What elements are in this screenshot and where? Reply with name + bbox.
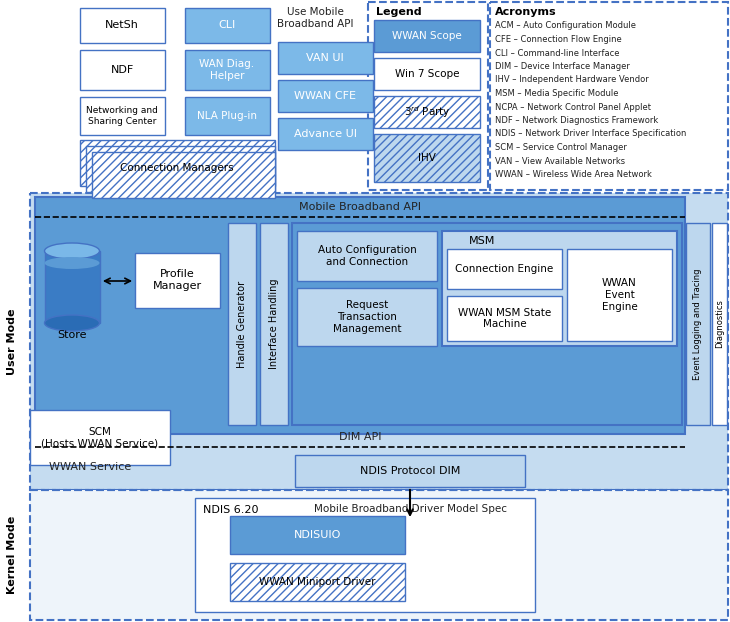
Text: Acronyms: Acronyms bbox=[495, 7, 556, 17]
Text: Auto Configuration
and Connection: Auto Configuration and Connection bbox=[318, 245, 416, 267]
Text: Connection Engine: Connection Engine bbox=[456, 264, 553, 274]
Ellipse shape bbox=[45, 315, 99, 331]
Bar bbox=[295, 455, 525, 487]
Bar bbox=[80, 8, 165, 43]
Text: CLI: CLI bbox=[218, 20, 236, 30]
Bar bbox=[374, 58, 480, 90]
Bar bbox=[374, 20, 480, 52]
Text: Win 7 Scope: Win 7 Scope bbox=[395, 69, 459, 79]
Bar bbox=[80, 140, 275, 186]
Bar bbox=[92, 152, 275, 198]
Bar bbox=[442, 231, 677, 346]
Bar bbox=[278, 42, 373, 74]
Bar bbox=[260, 223, 288, 425]
Bar bbox=[135, 253, 220, 308]
Bar bbox=[447, 296, 562, 341]
Text: ACM – Auto Configuration Module: ACM – Auto Configuration Module bbox=[495, 22, 636, 30]
Text: Event Logging and Tracing: Event Logging and Tracing bbox=[694, 268, 702, 380]
Text: Networking and
Sharing Center: Networking and Sharing Center bbox=[86, 106, 158, 126]
Bar bbox=[185, 8, 270, 43]
Text: IHV: IHV bbox=[418, 153, 436, 163]
Text: MSM: MSM bbox=[469, 236, 495, 246]
Text: NDIS – Network Driver Interface Specification: NDIS – Network Driver Interface Specific… bbox=[495, 129, 686, 139]
Text: Mobile Broadband API: Mobile Broadband API bbox=[299, 202, 421, 212]
Text: Kernel Mode: Kernel Mode bbox=[7, 516, 17, 594]
Bar bbox=[35, 197, 685, 434]
Bar bbox=[185, 50, 270, 90]
Text: User Mode: User Mode bbox=[7, 309, 17, 374]
Text: WWAN – Wireless Wide Area Network: WWAN – Wireless Wide Area Network bbox=[495, 170, 652, 179]
Text: Mobile Broadband Driver Model Spec: Mobile Broadband Driver Model Spec bbox=[313, 503, 507, 514]
Bar bbox=[374, 134, 480, 182]
Ellipse shape bbox=[45, 257, 99, 269]
Text: WWAN Miniport Driver: WWAN Miniport Driver bbox=[259, 577, 376, 587]
Bar bbox=[368, 2, 488, 190]
Bar bbox=[567, 249, 672, 341]
Text: Advance UI: Advance UI bbox=[293, 129, 356, 139]
Bar bbox=[278, 118, 373, 150]
Bar bbox=[230, 516, 405, 554]
Text: Legend: Legend bbox=[376, 7, 422, 17]
Text: SCM
(Hosts WWAN Service): SCM (Hosts WWAN Service) bbox=[42, 427, 158, 448]
Text: WWAN Service: WWAN Service bbox=[49, 462, 131, 472]
Text: NetSh: NetSh bbox=[105, 20, 139, 30]
Text: WWAN Scope: WWAN Scope bbox=[392, 31, 462, 41]
Text: Store: Store bbox=[57, 330, 87, 340]
Text: Interface Handling: Interface Handling bbox=[269, 279, 279, 369]
Bar bbox=[30, 490, 728, 620]
Text: NDISUIO: NDISUIO bbox=[293, 530, 341, 540]
Bar bbox=[30, 410, 170, 465]
Text: NDF: NDF bbox=[110, 65, 134, 75]
Bar bbox=[228, 223, 256, 425]
Text: Connection Managers: Connection Managers bbox=[120, 163, 234, 173]
Text: NDIS Protocol DIM: NDIS Protocol DIM bbox=[360, 466, 460, 476]
Bar bbox=[297, 288, 437, 346]
Text: NDF – Network Diagnostics Framework: NDF – Network Diagnostics Framework bbox=[495, 116, 658, 125]
Text: WAN Diag.
Helper: WAN Diag. Helper bbox=[199, 59, 255, 81]
Ellipse shape bbox=[45, 243, 99, 259]
Text: Request
Transaction
Management: Request Transaction Management bbox=[333, 300, 402, 333]
Text: MSM – Media Specific Module: MSM – Media Specific Module bbox=[495, 89, 618, 98]
Bar bbox=[80, 97, 165, 135]
Text: WWAN MSM State
Machine: WWAN MSM State Machine bbox=[458, 308, 551, 329]
Text: WWAN CFE: WWAN CFE bbox=[294, 91, 356, 101]
Text: NLA Plug-in: NLA Plug-in bbox=[197, 111, 257, 121]
Text: VAN UI: VAN UI bbox=[306, 53, 344, 63]
Text: Use Mobile
Broadband API: Use Mobile Broadband API bbox=[277, 7, 353, 29]
Text: NCPA – Network Control Panel Applet: NCPA – Network Control Panel Applet bbox=[495, 103, 651, 111]
Bar bbox=[195, 498, 535, 612]
Bar bbox=[65, 2, 365, 190]
Bar bbox=[86, 146, 275, 192]
Bar bbox=[374, 96, 480, 128]
Bar bbox=[278, 80, 373, 112]
Text: CFE – Connection Flow Engine: CFE – Connection Flow Engine bbox=[495, 35, 622, 44]
Text: Diagnostics: Diagnostics bbox=[715, 300, 724, 348]
Text: SCM – Service Control Manager: SCM – Service Control Manager bbox=[495, 143, 627, 152]
Text: Profile
Manager: Profile Manager bbox=[153, 269, 201, 291]
Text: VAN – View Available Networks: VAN – View Available Networks bbox=[495, 157, 625, 165]
Bar bbox=[297, 231, 437, 281]
Text: WWAN
Event
Engine: WWAN Event Engine bbox=[602, 279, 637, 312]
Bar bbox=[490, 2, 728, 190]
Text: NDIS 6.20: NDIS 6.20 bbox=[203, 505, 258, 515]
Text: DIM – Device Interface Manager: DIM – Device Interface Manager bbox=[495, 62, 630, 71]
Text: IHV – Independent Hardware Vendor: IHV – Independent Hardware Vendor bbox=[495, 75, 649, 85]
Bar bbox=[292, 223, 682, 425]
Text: DIM API: DIM API bbox=[339, 432, 381, 442]
Bar bbox=[447, 249, 562, 289]
Bar bbox=[686, 223, 710, 425]
Bar bbox=[45, 251, 100, 323]
Text: CLI – Command-line Interface: CLI – Command-line Interface bbox=[495, 49, 620, 57]
Bar bbox=[30, 193, 728, 490]
Text: Handle Generator: Handle Generator bbox=[237, 281, 247, 368]
Bar bbox=[230, 563, 405, 601]
Text: 3$^{rd}$ Party: 3$^{rd}$ Party bbox=[404, 104, 450, 120]
Bar bbox=[185, 97, 270, 135]
Bar bbox=[80, 50, 165, 90]
Bar bbox=[712, 223, 727, 425]
